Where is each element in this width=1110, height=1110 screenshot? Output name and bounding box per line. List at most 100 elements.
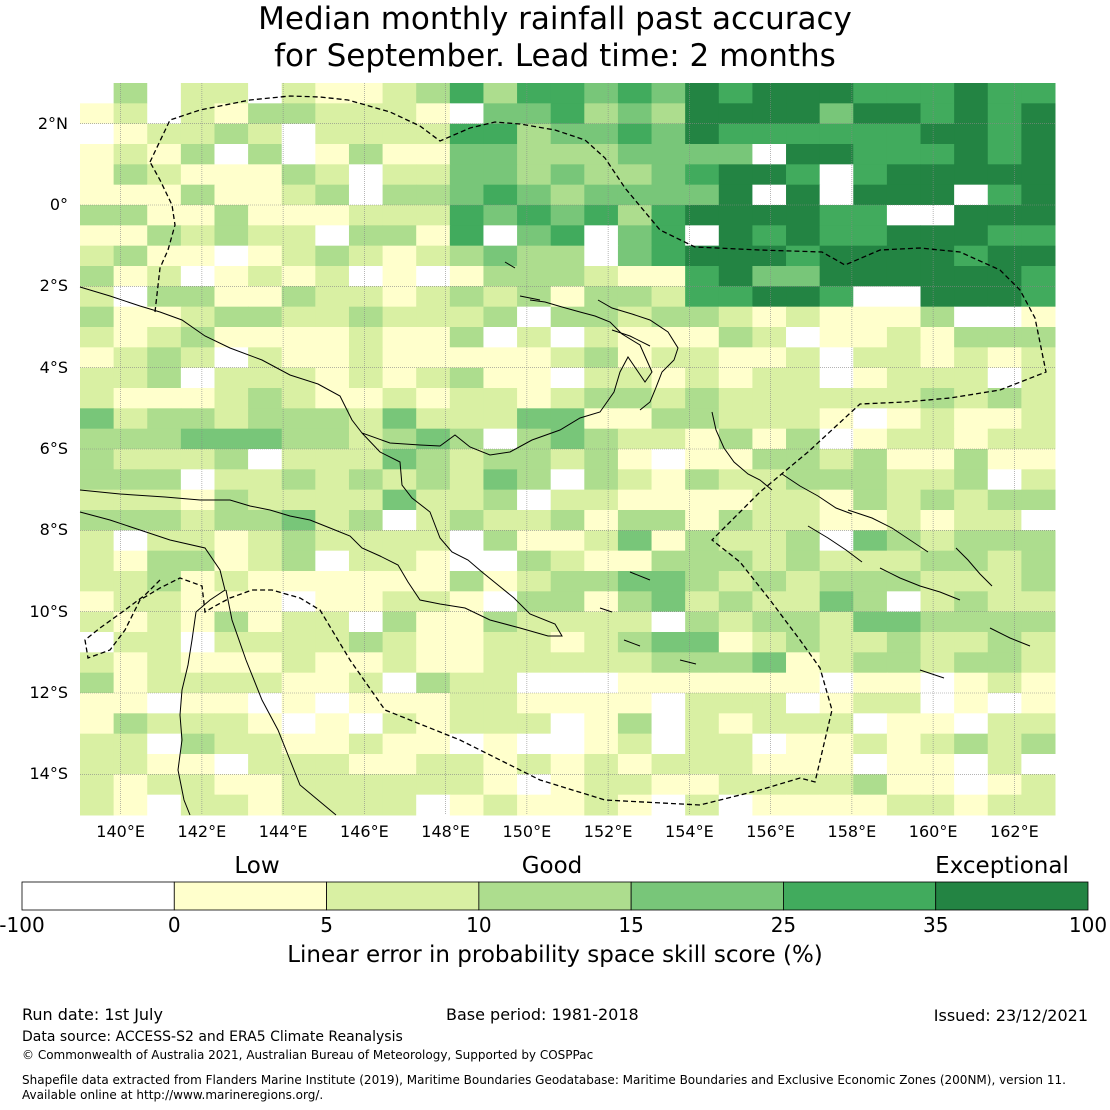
skill-cell [786, 83, 821, 104]
skill-cell [315, 713, 350, 735]
skill-cell [651, 591, 686, 613]
skill-cell [920, 83, 955, 104]
skill-cell [752, 388, 787, 409]
skill-cell [1021, 611, 1056, 633]
skill-cell [853, 591, 888, 613]
skill-cell [382, 103, 417, 125]
skill-cell [1021, 693, 1056, 714]
skill-cell [483, 123, 518, 145]
skill-cell [214, 83, 249, 104]
skill-cell [416, 266, 451, 287]
skill-cell [315, 388, 350, 409]
data-source: Data source: ACCESS-S2 and ERA5 Climate … [22, 1029, 403, 1045]
skill-cell [147, 123, 182, 145]
skill-cell [987, 652, 1022, 674]
skill-cell [853, 754, 888, 775]
skill-cell [214, 347, 249, 369]
skill-cell [651, 123, 686, 145]
skill-cell [449, 164, 484, 186]
skill-cell [1021, 205, 1056, 226]
australia-coastline [79, 511, 337, 816]
skill-cell [718, 550, 753, 572]
skill-cell [113, 733, 148, 755]
skill-cell [617, 693, 653, 714]
skill-cell [651, 489, 686, 511]
skill-cell [416, 449, 451, 470]
skill-cell [853, 205, 888, 226]
skill-cell [80, 306, 115, 328]
skill-cell [920, 428, 955, 450]
skill-cell [786, 794, 821, 816]
skill-cell [752, 754, 787, 775]
skill-cell [584, 652, 619, 674]
skill-cell [517, 205, 552, 226]
skill-cell [517, 611, 552, 633]
skill-cell [550, 733, 585, 755]
skill-cell [348, 469, 384, 491]
skill-cell [483, 388, 518, 409]
skill-cell [80, 693, 115, 714]
skill-cell [886, 489, 922, 511]
skill-cell [786, 713, 821, 735]
skill-cell [786, 489, 821, 511]
skill-cell [685, 754, 720, 775]
skill-cell [1021, 286, 1056, 308]
skill-cell [113, 367, 148, 389]
skill-cell [550, 774, 585, 796]
skill-cell [617, 286, 653, 308]
skill-cell [920, 164, 955, 186]
skill-cell [954, 164, 989, 186]
skill-cell [483, 713, 518, 735]
skill-cell [348, 184, 384, 206]
skill-cell [214, 449, 249, 470]
skill-cell [214, 632, 249, 653]
skill-cell [718, 286, 753, 308]
skill-cell [281, 591, 316, 613]
skill-cell [80, 225, 115, 247]
skill-cell [584, 571, 619, 592]
skill-cell [113, 286, 148, 308]
skill-cell [853, 571, 888, 592]
skill-cell [180, 652, 215, 674]
skill-cell [786, 367, 821, 389]
skill-cell [180, 693, 215, 714]
skill-cell [416, 408, 451, 430]
skill-cell [281, 733, 316, 755]
skill-cell [248, 571, 283, 592]
skill-cell [685, 449, 720, 470]
skill-cell [147, 144, 182, 165]
skill-cell [315, 164, 350, 186]
skill-cell [886, 184, 922, 206]
skill-cell [382, 611, 417, 633]
skill-cell [113, 530, 148, 552]
skill-cell [819, 530, 854, 552]
skill-cell [348, 123, 384, 145]
skill-cell [584, 367, 619, 389]
skill-cell [550, 225, 585, 247]
skill-cell [214, 205, 249, 226]
skill-cell [348, 774, 384, 796]
skill-cell [718, 83, 753, 104]
skill-cell [886, 144, 922, 165]
y-tick-label: 14°S [29, 764, 68, 784]
skill-cell [987, 388, 1022, 409]
skill-cell [315, 205, 350, 226]
skill-cell [180, 672, 215, 694]
skill-cell [987, 550, 1022, 572]
skill-cell [550, 205, 585, 226]
skill-cell [113, 306, 148, 328]
skill-cell [752, 205, 787, 226]
skill-cell [920, 571, 955, 592]
skill-cell [920, 327, 955, 348]
skill-cell [449, 144, 484, 165]
skill-cell [853, 733, 888, 755]
skill-cell [449, 245, 484, 267]
skill-cell [449, 571, 484, 592]
skill-cell [1021, 245, 1056, 267]
skill-cell [920, 225, 955, 247]
skill-cell [214, 733, 249, 755]
skill-cell [617, 367, 653, 389]
skill-cell [1021, 327, 1056, 348]
skill-cell [819, 733, 854, 755]
skill-cell [483, 266, 518, 287]
